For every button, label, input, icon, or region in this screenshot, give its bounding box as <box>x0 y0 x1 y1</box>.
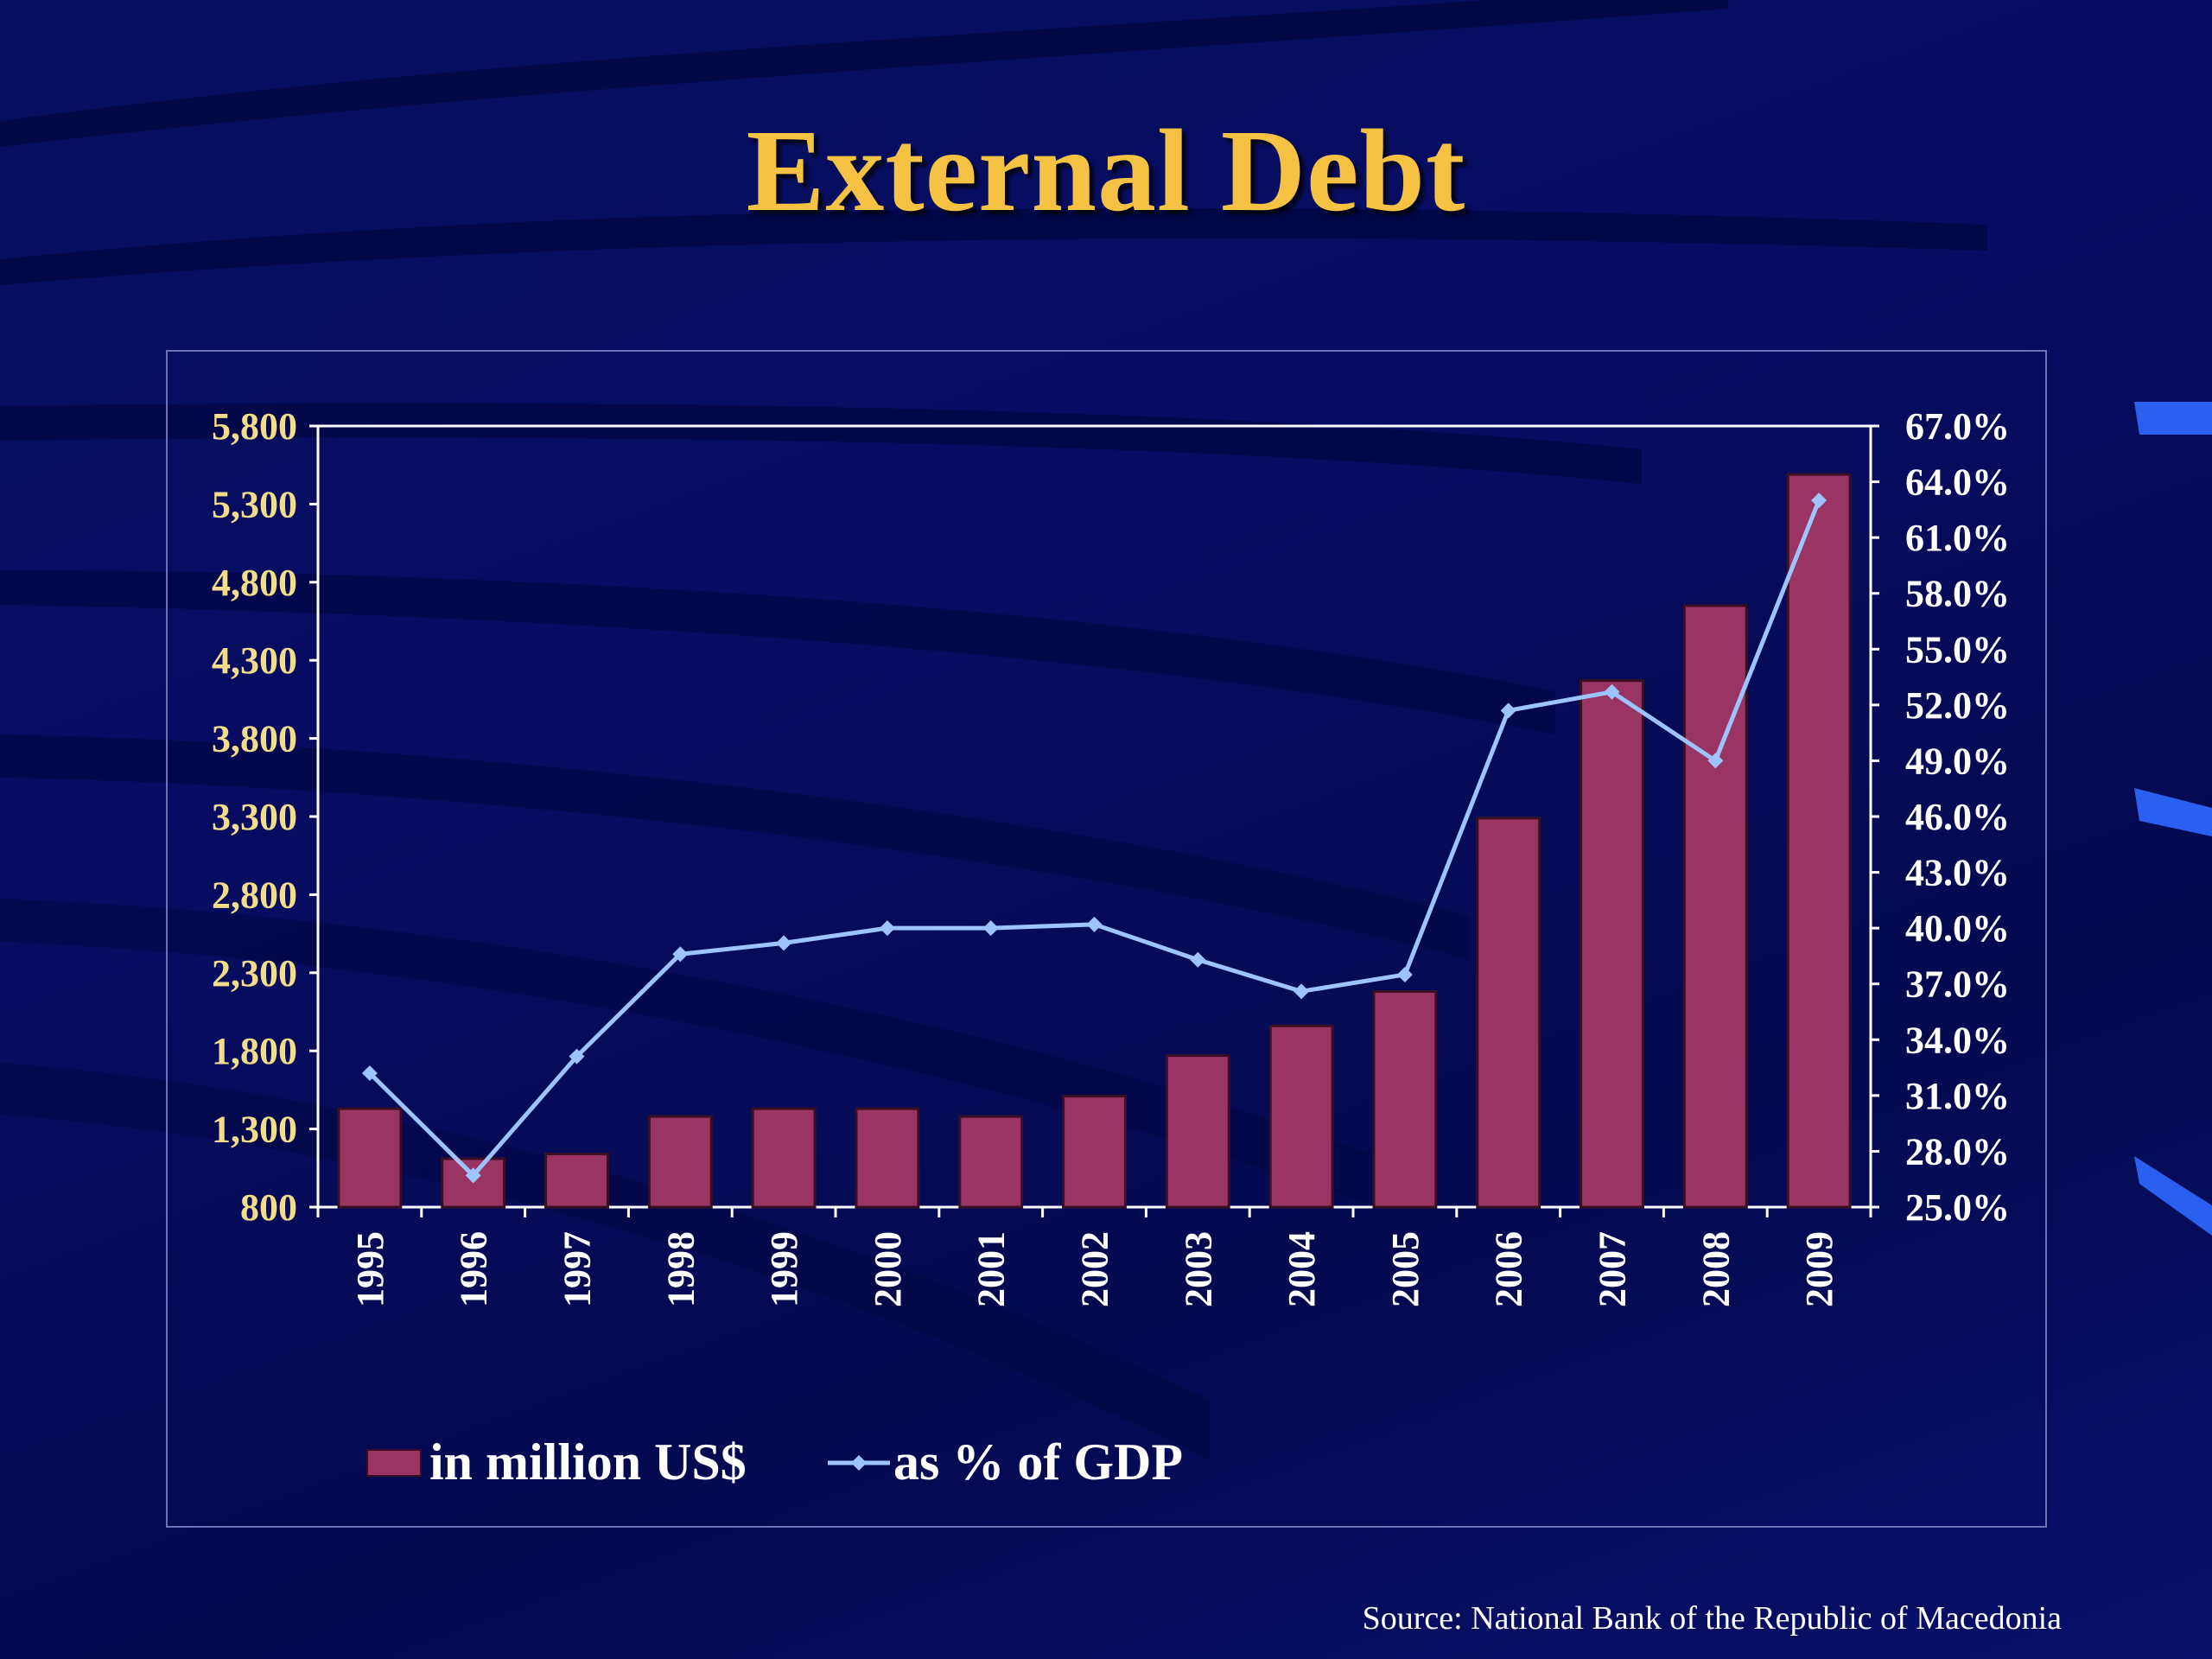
legend-line-marker <box>851 1455 867 1471</box>
bar-2000 <box>855 1107 920 1209</box>
x-tick-label: 2000 <box>867 1231 909 1307</box>
edge-accent-mark <box>2134 788 2212 836</box>
gdp-share-point-2009 <box>1811 493 1827 509</box>
x-tick-label: 1999 <box>763 1231 805 1307</box>
bar-1997 <box>544 1153 609 1209</box>
right-tick-label: 49.0% <box>1905 740 2010 782</box>
gdp-share-point-1999 <box>776 935 792 951</box>
bar-2002 <box>1062 1095 1127 1209</box>
source-note: Source: National Bank of the Republic of… <box>1362 1600 2062 1637</box>
edge-accent-mark <box>2134 1156 2212 1236</box>
x-tick-label: 1997 <box>556 1231 599 1307</box>
right-tick-label: 43.0% <box>1905 852 2010 894</box>
slide-title: External Debt <box>746 106 1466 236</box>
legend: in million US$ as % of GDP <box>366 1433 1183 1491</box>
swoosh-stripe <box>0 403 1642 484</box>
bar-1999 <box>751 1107 817 1209</box>
plot-area: 800 1,300 1,800 2,300 2,800 3,300 3,800 4,300 4,… <box>212 405 2010 1307</box>
right-tick-label: 64.0% <box>1905 461 2010 504</box>
swoosh-stripe <box>0 899 1382 1210</box>
left-tick-label: 2,800 <box>212 874 297 916</box>
legend-label-bars: in million US$ <box>429 1433 747 1491</box>
gdp-share-point-1995 <box>361 1065 378 1082</box>
left-tick-label: 5,800 <box>212 405 297 448</box>
bar-2007 <box>1580 679 1644 1209</box>
bar-2008 <box>1682 604 1748 1209</box>
x-tick-label: 2004 <box>1281 1231 1323 1307</box>
x-tick-label: 1998 <box>659 1231 702 1307</box>
gdp-share-point-2006 <box>1500 702 1516 719</box>
gdp-share-point-2003 <box>1190 951 1206 968</box>
bar-2005 <box>1372 989 1438 1209</box>
gdp-share-point-2008 <box>1707 753 1724 769</box>
left-tick-label: 4,800 <box>212 562 297 604</box>
gdp-share-point-1996 <box>465 1167 481 1184</box>
x-tick-label: 2003 <box>1177 1231 1219 1307</box>
edge-accent-mark <box>2134 402 2212 435</box>
right-tick-label: 31.0% <box>1905 1075 2010 1117</box>
gdp-share-point-2001 <box>982 920 999 937</box>
gdp-share-point-2004 <box>1294 983 1310 1000</box>
x-tick-label: 1996 <box>453 1231 495 1307</box>
x-tick-label: 1995 <box>349 1231 391 1307</box>
gdp-share-point-2002 <box>1086 916 1103 932</box>
right-tick-label: 58.0% <box>1905 573 2010 615</box>
swoosh-stripe <box>0 1063 1210 1460</box>
right-tick-label: 52.0% <box>1905 684 2010 727</box>
legend-label-line: as % of GDP <box>893 1433 1183 1491</box>
right-tick-label: 25.0% <box>1905 1186 2010 1229</box>
left-tick-label: 3,800 <box>212 718 297 760</box>
bar-2003 <box>1165 1054 1230 1209</box>
x-tick-label: 2001 <box>970 1231 1013 1307</box>
left-tick-label: 4,300 <box>212 639 297 682</box>
swoosh-stripe <box>0 570 1555 734</box>
gdp-share-point-2000 <box>879 920 895 937</box>
bar-2006 <box>1476 817 1541 1209</box>
right-tick-label: 46.0% <box>1905 796 2010 838</box>
x-tick-label: 2008 <box>1694 1231 1737 1307</box>
legend-bar-swatch <box>366 1449 422 1477</box>
chart-frame <box>166 350 2047 1528</box>
gdp-share-point-1997 <box>569 1048 585 1065</box>
bar-2009 <box>1786 473 1852 1209</box>
right-tick-label: 34.0% <box>1905 1019 2010 1061</box>
bar-2001 <box>958 1115 1024 1209</box>
swoosh-stripe <box>0 0 1728 147</box>
left-tick-label: 5,300 <box>212 483 297 525</box>
right-tick-label: 67.0% <box>1905 405 2010 448</box>
swoosh-stripe <box>0 734 1469 959</box>
x-tick-label: 2007 <box>1592 1231 1634 1307</box>
right-tick-label: 28.0% <box>1905 1130 2010 1173</box>
right-tick-label: 40.0% <box>1905 907 2010 950</box>
right-tick-label: 55.0% <box>1905 628 2010 671</box>
left-tick-label: 3,300 <box>212 796 297 838</box>
x-tick-label: 2006 <box>1488 1231 1530 1307</box>
left-tick-label: 800 <box>240 1186 297 1229</box>
gdp-share-point-1998 <box>672 946 689 963</box>
x-tick-label: 2009 <box>1798 1231 1840 1307</box>
left-tick-label: 1,800 <box>212 1030 297 1072</box>
left-tick-label: 1,300 <box>212 1109 297 1151</box>
bar-1998 <box>647 1115 713 1209</box>
bar-2004 <box>1268 1024 1334 1209</box>
right-tick-label: 61.0% <box>1905 517 2010 559</box>
gdp-share-point-2005 <box>1396 966 1413 982</box>
x-tick-label: 2002 <box>1074 1231 1116 1307</box>
x-tick-label: 2005 <box>1384 1231 1427 1307</box>
swoosh-stripe <box>0 207 1987 285</box>
bar-1995 <box>337 1107 403 1209</box>
right-tick-label: 37.0% <box>1905 963 2010 1006</box>
left-tick-label: 2,300 <box>212 952 297 995</box>
gdp-share-point-2007 <box>1604 683 1620 700</box>
